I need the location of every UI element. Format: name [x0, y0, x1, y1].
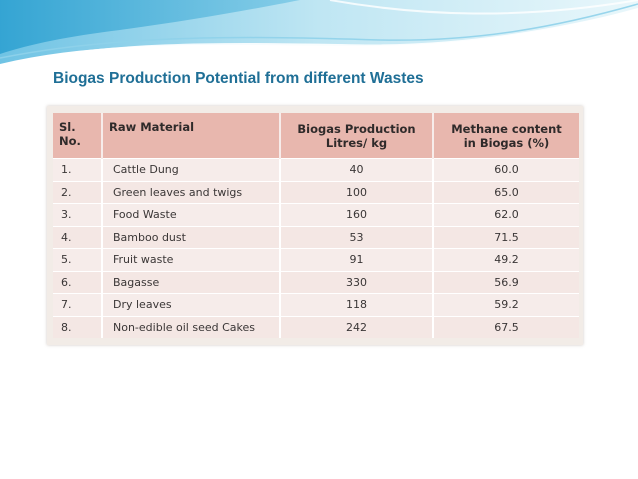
cell-methane: 62.0: [433, 203, 579, 226]
cell-sl-no: 7.: [53, 293, 103, 316]
cell-biogas: 118: [280, 293, 434, 316]
cell-biogas: 160: [280, 203, 434, 226]
cell-biogas: 100: [280, 180, 434, 204]
cell-raw-material: Fruit waste: [102, 248, 281, 271]
header-biogas-line1: Biogas Production: [297, 121, 416, 136]
table-row: 6. Bagasse 330 56.9: [53, 270, 579, 294]
cell-biogas: 40: [280, 158, 434, 181]
cell-raw-material: Green leaves and twigs: [102, 180, 281, 204]
header-sl-no: Sl. No.: [53, 113, 103, 159]
table-header-row: Sl. No. Raw Material Biogas Production L…: [53, 113, 579, 159]
cell-methane: 56.9: [433, 270, 579, 294]
table-image-panel: Sl. No. Raw Material Biogas Production L…: [47, 106, 583, 345]
table-row: 1. Cattle Dung 40 60.0: [53, 158, 579, 181]
cell-sl-no: 8.: [53, 315, 103, 338]
cell-biogas: 242: [280, 315, 434, 338]
cell-methane: 71.5: [433, 225, 579, 249]
cell-raw-material: Bagasse: [102, 270, 281, 294]
cell-methane: 60.0: [433, 158, 579, 181]
cell-raw-material: Bamboo dust: [102, 225, 281, 249]
cell-raw-material: Cattle Dung: [102, 158, 281, 181]
cell-raw-material: Dry leaves: [102, 293, 281, 316]
cell-sl-no: 4.: [53, 225, 103, 249]
header-biogas-line2: Litres/ kg: [325, 135, 388, 150]
cell-methane: 59.2: [433, 293, 579, 316]
cell-raw-material: Non-edible oil seed Cakes: [102, 315, 281, 338]
cell-sl-no: 5.: [53, 248, 103, 271]
biogas-table: Sl. No. Raw Material Biogas Production L…: [53, 113, 579, 338]
header-methane-line2: in Biogas (%): [463, 135, 550, 150]
cell-sl-no: 1.: [53, 158, 103, 181]
table-row: 2. Green leaves and twigs 100 65.0: [53, 180, 579, 204]
table-row: 8. Non-edible oil seed Cakes 242 67.5: [53, 315, 579, 338]
cell-biogas: 91: [280, 248, 434, 271]
cell-biogas: 330: [280, 270, 434, 294]
cell-sl-no: 2.: [53, 180, 103, 204]
table-row: 7. Dry leaves 118 59.2: [53, 293, 579, 316]
cell-raw-material: Food Waste: [102, 203, 281, 226]
slide-title: Biogas Production Potential from differe…: [53, 70, 424, 87]
cell-methane: 67.5: [433, 315, 579, 338]
header-methane-content: Methane content in Biogas (%): [433, 113, 579, 159]
header-raw-material: Raw Material: [102, 113, 281, 159]
table-row: 4. Bamboo dust 53 71.5: [53, 225, 579, 249]
header-methane-line1: Methane content: [451, 121, 562, 136]
cell-biogas: 53: [280, 225, 434, 249]
top-wave-decoration: [0, 0, 638, 68]
cell-sl-no: 6.: [53, 270, 103, 294]
header-biogas-production: Biogas Production Litres/ kg: [280, 113, 434, 159]
cell-methane: 65.0: [433, 180, 579, 204]
cell-methane: 49.2: [433, 248, 579, 271]
cell-sl-no: 3.: [53, 203, 103, 226]
table-row: 3. Food Waste 160 62.0: [53, 203, 579, 226]
table-row: 5. Fruit waste 91 49.2: [53, 248, 579, 271]
